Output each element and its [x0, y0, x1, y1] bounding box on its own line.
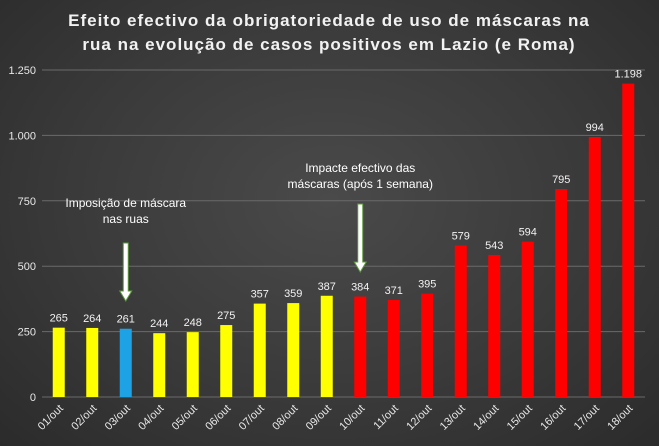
x-tick-label: 11/out [371, 403, 401, 433]
bar [153, 333, 166, 397]
x-tick-label: 10/out [337, 403, 367, 433]
data-label: 248 [184, 317, 202, 329]
data-label: 275 [217, 310, 235, 322]
data-label: 1.198 [614, 69, 642, 81]
data-label: 395 [418, 279, 436, 291]
x-tick-label: 12/out [404, 403, 434, 433]
annotation-text: nas ruas [103, 212, 149, 226]
y-tick-label: 1.250 [8, 65, 36, 77]
x-tick-label: 09/out [304, 403, 334, 433]
x-tick-label: 04/out [136, 403, 166, 433]
y-tick-label: 500 [18, 261, 36, 273]
data-label: 357 [251, 289, 269, 301]
bars [52, 83, 635, 397]
gridlines [42, 69, 645, 398]
annotation-text: máscaras (após 1 semana) [288, 177, 433, 191]
bar [622, 83, 635, 397]
bar [454, 245, 467, 397]
data-label: 261 [117, 314, 135, 326]
data-label: 244 [150, 318, 168, 330]
y-tick-label: 1.000 [8, 130, 36, 142]
x-tick-label: 13/out [438, 403, 468, 433]
bar [521, 241, 534, 397]
y-tick-label: 750 [18, 196, 36, 208]
data-label: 994 [586, 122, 604, 134]
bar [253, 303, 266, 397]
data-label: 265 [50, 313, 68, 325]
x-tick-label: 02/out [69, 403, 99, 433]
data-label: 795 [552, 174, 570, 186]
x-tick-label: 14/out [471, 403, 501, 433]
y-tick-label: 250 [18, 327, 36, 339]
data-label: 387 [318, 281, 336, 293]
x-tick-label: 08/out [270, 403, 300, 433]
x-tick-label: 05/out [170, 403, 200, 433]
bar [488, 254, 501, 397]
x-tick-label: 16/out [538, 403, 568, 433]
data-label: 359 [284, 288, 302, 300]
y-tick-label: 0 [30, 392, 36, 404]
x-tick-label: 06/out [203, 403, 233, 433]
x-tick-label: 17/out [572, 403, 602, 433]
annotation-text: Imposição de máscara [65, 196, 186, 210]
data-label: 371 [385, 285, 403, 297]
data-label: 264 [83, 313, 101, 325]
bar [119, 328, 132, 397]
bar [86, 327, 99, 397]
bar [320, 295, 333, 397]
data-labels: 265 264 261 244 248 275 357 359 387 384 371 395 579 5… [50, 69, 642, 331]
x-axis-ticks: 01/out 02/out 03/out 04/out 05/out 06/out 07/o… [36, 403, 636, 433]
data-label: 579 [452, 231, 470, 243]
bar [287, 303, 300, 397]
chart-title: Efeito efectivo da obrigatoriedade de us… [68, 11, 590, 54]
x-tick-label: 03/out [103, 403, 133, 433]
data-label: 543 [485, 240, 503, 252]
x-tick-label: 18/out [605, 403, 635, 433]
bar [186, 332, 199, 397]
bar [555, 189, 568, 397]
y-axis-ticks: 0 250 500 750 1.000 1.250 [8, 65, 36, 404]
bar [588, 136, 601, 397]
bar [220, 325, 233, 397]
x-tick-label: 15/out [505, 403, 535, 433]
annotation-text: Impacte efectivo das [305, 161, 415, 175]
down-arrow-icon [118, 242, 133, 302]
bar [387, 299, 400, 397]
chart-title-line: Efeito efectivo da obrigatoriedade de us… [68, 11, 590, 30]
chart-title-line: rua na evolução de casos positivos em La… [82, 35, 575, 54]
down-arrow-icon [353, 203, 368, 273]
x-tick-label: 01/out [36, 403, 66, 433]
data-label: 594 [519, 227, 537, 239]
bar [354, 296, 367, 397]
bar [421, 293, 434, 397]
x-tick-label: 07/out [237, 403, 267, 433]
bar [52, 327, 65, 397]
data-label: 384 [351, 282, 369, 294]
annotations: Imposição de máscara nas ruas Impacte efec… [65, 161, 433, 302]
